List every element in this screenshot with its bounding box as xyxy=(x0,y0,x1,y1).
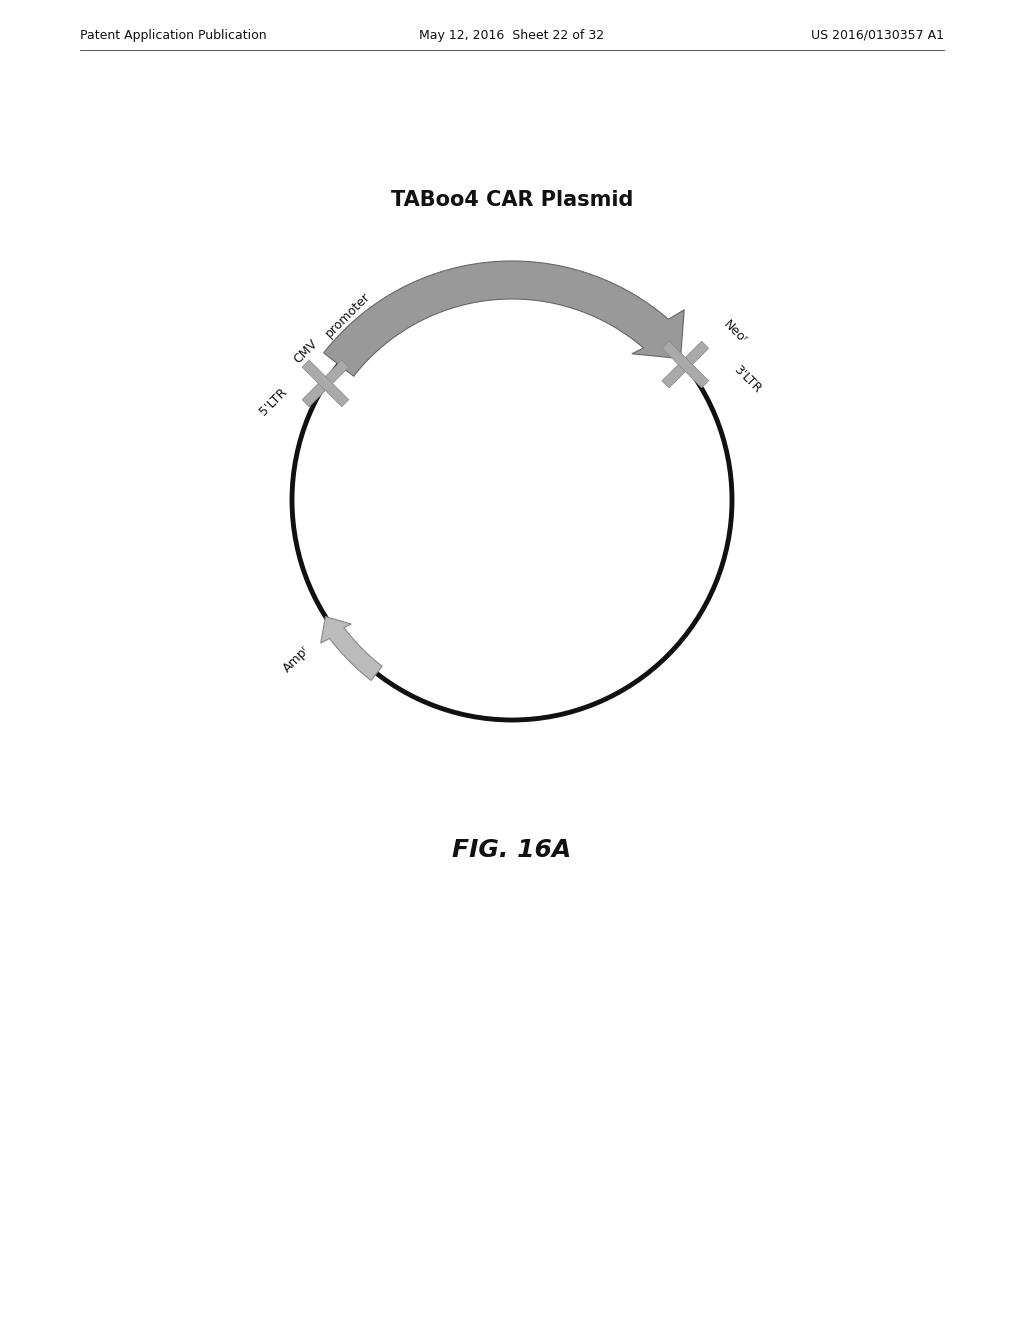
Polygon shape xyxy=(324,261,684,376)
Text: Patent Application Publication: Patent Application Publication xyxy=(80,29,266,41)
Text: 5'LTR: 5'LTR xyxy=(257,385,290,417)
Text: CMV: CMV xyxy=(291,337,319,366)
Polygon shape xyxy=(302,360,349,407)
Polygon shape xyxy=(321,616,382,680)
Polygon shape xyxy=(663,341,709,388)
Text: 3'LTR: 3'LTR xyxy=(731,363,764,396)
Polygon shape xyxy=(302,360,349,407)
Text: promoter: promoter xyxy=(323,290,373,341)
Text: US 2016/0130357 A1: US 2016/0130357 A1 xyxy=(811,29,944,41)
Text: FIG. 16A: FIG. 16A xyxy=(453,838,571,862)
Text: Ampʳ: Ampʳ xyxy=(281,643,312,675)
Text: Neoʳ: Neoʳ xyxy=(721,318,750,347)
Polygon shape xyxy=(663,341,709,388)
Text: TABoo4 CAR Plasmid: TABoo4 CAR Plasmid xyxy=(391,190,633,210)
Text: May 12, 2016  Sheet 22 of 32: May 12, 2016 Sheet 22 of 32 xyxy=(420,29,604,41)
